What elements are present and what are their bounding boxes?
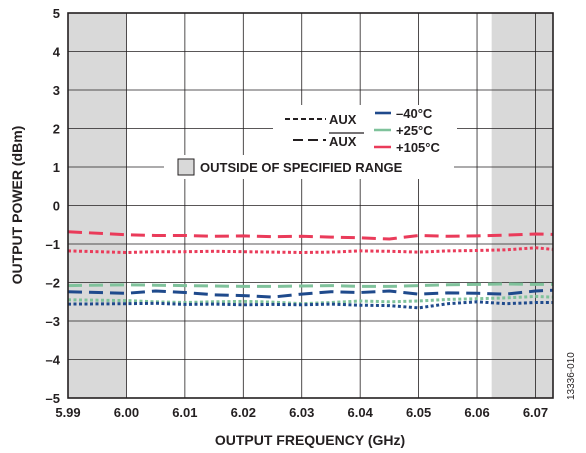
y-axis-label: OUTPUT POWER (dBm) — [9, 126, 25, 285]
legend-aux-bar-label: AUX — [329, 134, 357, 149]
y-tick-label: –4 — [46, 353, 61, 368]
y-tick-label: 4 — [53, 45, 61, 60]
y-tick-label: 2 — [53, 122, 60, 137]
y-tick-label: –1 — [46, 237, 60, 252]
y-tick-label: 0 — [53, 199, 60, 214]
y-tick-label: 1 — [53, 160, 60, 175]
series-line-1 — [67, 246, 554, 255]
legend-box — [273, 105, 457, 157]
x-tick-label: 6.04 — [348, 405, 374, 420]
series-line-2 — [67, 282, 553, 288]
x-tick-label: 6.00 — [114, 405, 139, 420]
x-tick-label: 6.06 — [464, 405, 489, 420]
y-tick-labels: 5 4 3 2 1 0 –1 –2 –3 –4 –5 — [46, 6, 61, 406]
x-tick-label: 6.07 — [523, 405, 548, 420]
series-line-5 — [67, 300, 553, 310]
plot-frame — [67, 12, 554, 399]
series-line-4 — [67, 288, 554, 299]
y-tick-label: –5 — [46, 391, 60, 406]
x-tick-label: 6.03 — [289, 405, 314, 420]
series-lines — [67, 230, 554, 310]
series-line-0 — [67, 230, 554, 241]
figure-id: 13336-010 — [566, 352, 577, 400]
shaded-legend-swatch — [177, 158, 195, 176]
y-tick-label: –3 — [46, 314, 60, 329]
x-axis-label: OUTPUT FREQUENCY (GHz) — [215, 432, 405, 448]
x-tick-label: 6.05 — [406, 405, 431, 420]
legend-temp-minus40: –40°C — [396, 106, 433, 121]
x-tick-label: 5.99 — [55, 405, 80, 420]
y-tick-label: 3 — [53, 83, 60, 98]
y-tick-label: 5 — [53, 6, 60, 21]
legend-aux-label: AUX — [329, 112, 357, 127]
shaded-legend-box — [164, 155, 454, 179]
x-tick-label: 6.01 — [172, 405, 197, 420]
y-tick-label: –2 — [46, 276, 60, 291]
x-tick-labels: 5.99 6.00 6.01 6.02 6.03 6.04 6.05 6.06 6.07 — [55, 405, 548, 420]
legend-temp-25: +25°C — [396, 123, 433, 138]
legend: AUX AUX –40°C +25°C +105°C OUTSIDE OF SP… — [164, 105, 457, 179]
legend-temp-105: +105°C — [396, 140, 440, 155]
shaded-legend-label: OUTSIDE OF SPECIFIED RANGE — [200, 160, 403, 175]
x-tick-label: 6.02 — [231, 405, 256, 420]
series-line-3 — [67, 294, 554, 306]
